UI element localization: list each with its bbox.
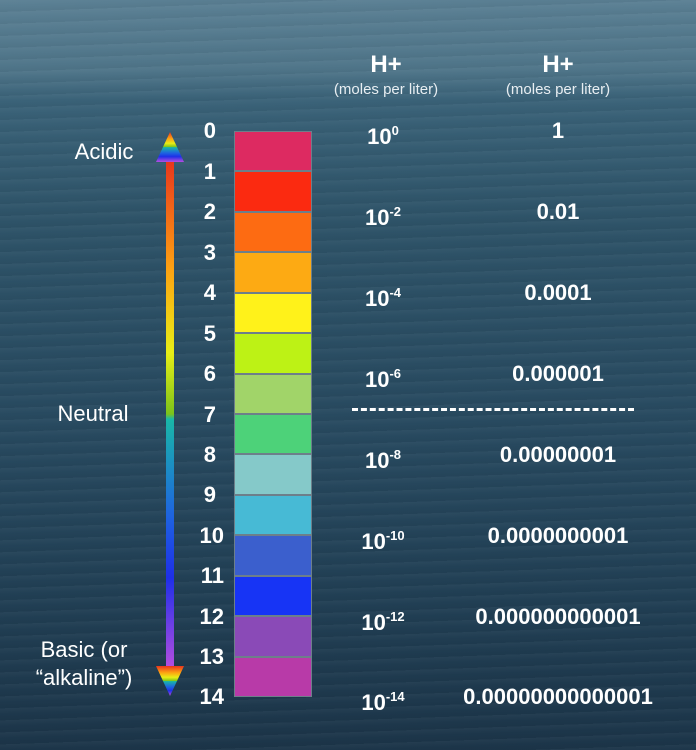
power-base: 10 — [364, 205, 390, 230]
header-exponent-title: H+ — [370, 51, 402, 78]
ph-number-12: 12 — [199, 604, 224, 629]
swatch-ph-1 — [234, 171, 312, 212]
header-decimal-unit: (moles per liter) — [505, 81, 611, 98]
power-base: 10 — [364, 367, 390, 392]
ph-number-13: 13 — [199, 644, 224, 669]
power-ph-6: 10-6 — [338, 362, 428, 392]
decimal-ph-2: 0.01 — [536, 199, 580, 224]
swatch-ph-6 — [234, 373, 312, 414]
power-exponent: -6 — [389, 366, 402, 381]
decimal-ph-6: 0.000001 — [512, 361, 604, 386]
power-exponent: -2 — [389, 204, 402, 219]
power-ph-12: 10-12 — [338, 605, 428, 635]
swatch-ph-0 — [234, 131, 312, 172]
power-base: 10 — [361, 610, 386, 635]
power-exponent: 0 — [391, 123, 399, 138]
arrow-head-up — [156, 132, 184, 162]
label-acidic: Acidic — [74, 139, 134, 164]
power-exponent: -14 — [385, 689, 405, 704]
power-ph-10: 10-10 — [338, 524, 428, 554]
swatch-ph-7 — [234, 414, 312, 455]
swatch-ph-8 — [234, 454, 312, 495]
ph-number-5: 5 — [203, 321, 216, 346]
power-base: 10 — [364, 286, 390, 311]
decimal-ph-4: 0.0001 — [524, 280, 592, 305]
arrow-head-down — [156, 666, 184, 696]
ph-number-14: 14 — [199, 684, 224, 709]
swatch-ph-12 — [234, 616, 312, 657]
ph-number-10: 10 — [199, 523, 224, 548]
swatch-ph-5 — [234, 333, 312, 374]
power-exponent: -10 — [385, 528, 405, 543]
power-ph-0: 100 — [338, 119, 428, 149]
decimal-ph-0: 1 — [551, 118, 565, 143]
ph-number-1: 1 — [203, 159, 216, 184]
power-ph-2: 10-2 — [338, 200, 428, 230]
ph-number-4: 4 — [203, 280, 216, 305]
swatch-ph-9 — [234, 494, 312, 536]
swatch-ph-13 — [234, 656, 312, 697]
label-basic-line1: Basic (or — [40, 637, 128, 662]
ph-number-7: 7 — [203, 402, 216, 427]
power-exponent: -8 — [389, 447, 402, 462]
header-exponent-unit: (moles per liter) — [333, 81, 439, 98]
power-base: 10 — [367, 124, 392, 149]
ph-number-8: 8 — [203, 442, 216, 467]
swatch-ph-11 — [234, 575, 312, 617]
swatch-ph-10 — [234, 535, 312, 576]
power-exponent: -12 — [385, 609, 405, 624]
acidic-basic-arrow — [156, 132, 184, 696]
swatch-ph-4 — [234, 292, 312, 334]
power-ph-8: 10-8 — [338, 443, 428, 473]
ph-number-11: 11 — [200, 563, 224, 588]
decimal-ph-8: 0.00000001 — [499, 442, 617, 467]
decimal-ph-14: 0.00000000000001 — [463, 684, 653, 709]
power-base: 10 — [364, 448, 390, 473]
label-basic-line2: “alkaline”) — [35, 665, 133, 690]
header-decimal: H+ (moles per liter) — [468, 53, 648, 99]
power-base: 10 — [361, 529, 386, 554]
swatch-ph-3 — [234, 252, 312, 293]
decimal-ph-12: 0.000000000001 — [475, 604, 641, 629]
decimal-ph-10: 0.0000000001 — [487, 523, 629, 548]
label-neutral: Neutral — [57, 401, 129, 426]
ph-number-3: 3 — [203, 240, 216, 265]
ph-number-9: 9 — [203, 482, 216, 507]
header-decimal-title: H+ — [542, 51, 574, 78]
neutral-divider — [352, 408, 634, 411]
ph-number-0: 0 — [203, 118, 216, 143]
swatch-ph-2 — [234, 211, 312, 253]
power-ph-14: 10-14 — [338, 685, 428, 715]
header-exponent: H+ (moles per liter) — [296, 53, 476, 99]
power-exponent: -4 — [389, 285, 402, 300]
ph-number-6: 6 — [203, 361, 216, 386]
power-ph-4: 10-4 — [338, 281, 428, 311]
ph-number-2: 2 — [203, 199, 216, 224]
power-base: 10 — [361, 690, 386, 715]
arrow-shaft — [166, 158, 174, 670]
